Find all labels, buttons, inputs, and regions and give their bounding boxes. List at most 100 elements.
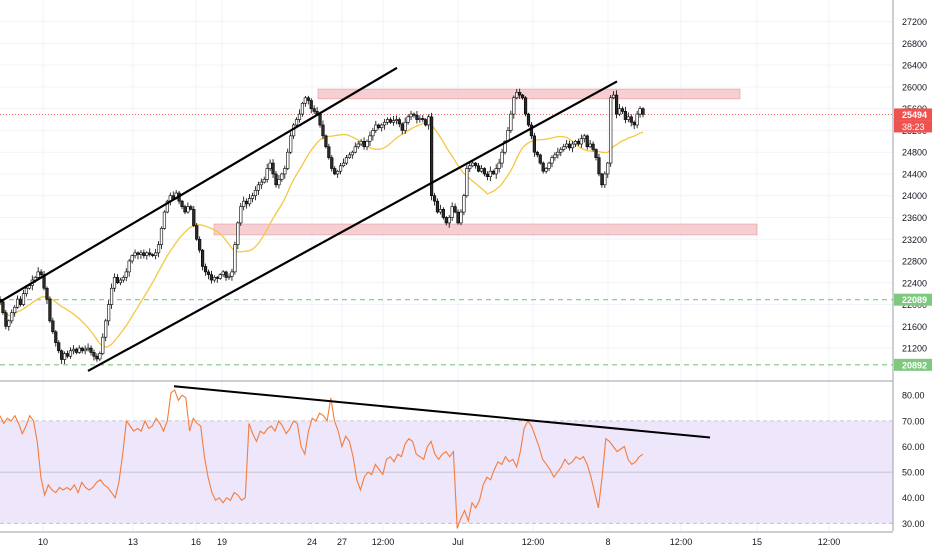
candle[interactable] bbox=[553, 152, 557, 161]
candle[interactable] bbox=[115, 274, 120, 284]
candle[interactable] bbox=[189, 204, 193, 211]
candle[interactable] bbox=[406, 114, 410, 125]
candle[interactable] bbox=[215, 275, 219, 283]
candle[interactable] bbox=[350, 150, 354, 159]
candle[interactable] bbox=[242, 196, 246, 211]
candle[interactable] bbox=[432, 192, 437, 206]
candle[interactable] bbox=[459, 209, 463, 226]
candle[interactable] bbox=[221, 270, 225, 277]
candle[interactable] bbox=[159, 226, 164, 249]
candle[interactable] bbox=[112, 273, 117, 292]
candle[interactable] bbox=[632, 120, 636, 130]
candle[interactable] bbox=[212, 275, 216, 283]
candle[interactable] bbox=[18, 296, 23, 307]
candle[interactable] bbox=[450, 202, 454, 221]
candle[interactable] bbox=[521, 93, 525, 100]
candle[interactable] bbox=[512, 95, 516, 119]
candle[interactable] bbox=[532, 132, 536, 157]
candle[interactable] bbox=[36, 267, 40, 280]
candle[interactable] bbox=[394, 115, 398, 125]
candle[interactable] bbox=[336, 169, 340, 178]
candle[interactable] bbox=[136, 251, 140, 260]
candle[interactable] bbox=[435, 198, 440, 214]
candle[interactable] bbox=[438, 204, 443, 215]
candle[interactable] bbox=[620, 106, 625, 114]
candle[interactable] bbox=[71, 345, 76, 355]
candle[interactable] bbox=[368, 131, 372, 147]
candle[interactable] bbox=[1, 300, 5, 315]
candle[interactable] bbox=[550, 155, 554, 168]
candle[interactable] bbox=[500, 148, 504, 168]
candle[interactable] bbox=[430, 112, 434, 201]
candle[interactable] bbox=[371, 127, 375, 141]
candle[interactable] bbox=[239, 202, 243, 226]
candle[interactable] bbox=[195, 223, 199, 241]
candle[interactable] bbox=[109, 283, 114, 309]
candle[interactable] bbox=[77, 345, 81, 354]
candle[interactable] bbox=[92, 349, 96, 361]
candle[interactable] bbox=[365, 139, 369, 151]
candle[interactable] bbox=[374, 120, 378, 134]
candle[interactable] bbox=[142, 249, 146, 259]
candle[interactable] bbox=[80, 346, 84, 354]
candle[interactable] bbox=[16, 295, 20, 309]
candle[interactable] bbox=[409, 110, 413, 121]
candle[interactable] bbox=[538, 153, 542, 165]
candle[interactable] bbox=[482, 167, 487, 177]
candle[interactable] bbox=[324, 134, 328, 149]
candle[interactable] bbox=[629, 114, 633, 127]
candle[interactable] bbox=[124, 268, 128, 282]
candle[interactable] bbox=[21, 290, 26, 307]
candle[interactable] bbox=[597, 153, 601, 177]
candle[interactable] bbox=[474, 161, 478, 169]
candle[interactable] bbox=[380, 123, 384, 132]
candle[interactable] bbox=[186, 202, 190, 214]
candle[interactable] bbox=[127, 258, 131, 277]
candle[interactable] bbox=[585, 134, 589, 150]
candle[interactable] bbox=[377, 123, 381, 130]
candle[interactable] bbox=[224, 270, 228, 281]
candle[interactable] bbox=[83, 345, 87, 355]
candle[interactable] bbox=[544, 166, 548, 174]
candle[interactable] bbox=[268, 159, 272, 172]
candle[interactable] bbox=[306, 95, 310, 105]
candle[interactable] bbox=[247, 193, 252, 207]
channel-lines[interactable] bbox=[0, 66, 618, 372]
candle[interactable] bbox=[565, 139, 569, 149]
candle[interactable] bbox=[388, 117, 393, 124]
rsi-trend-line[interactable] bbox=[173, 385, 711, 439]
candle[interactable] bbox=[444, 216, 448, 226]
candle[interactable] bbox=[118, 277, 122, 286]
candle[interactable] bbox=[60, 349, 64, 365]
candles[interactable] bbox=[0, 88, 645, 365]
candle[interactable] bbox=[4, 309, 8, 330]
candle[interactable] bbox=[297, 109, 302, 123]
candle[interactable] bbox=[573, 139, 578, 148]
candle[interactable] bbox=[233, 241, 237, 275]
candle[interactable] bbox=[200, 249, 205, 271]
candle[interactable] bbox=[635, 110, 639, 129]
candle[interactable] bbox=[535, 150, 539, 158]
candle[interactable] bbox=[403, 117, 407, 134]
price-label[interactable]: 25494 38:23 bbox=[894, 108, 932, 133]
resistance-zone[interactable] bbox=[317, 88, 741, 100]
candle[interactable] bbox=[385, 117, 390, 125]
candle[interactable] bbox=[341, 158, 346, 168]
candle[interactable] bbox=[198, 236, 202, 253]
candle[interactable] bbox=[441, 207, 445, 220]
candle[interactable] bbox=[497, 158, 501, 173]
candle[interactable] bbox=[62, 351, 67, 364]
candle[interactable] bbox=[462, 193, 466, 216]
candle[interactable] bbox=[529, 122, 534, 139]
candle[interactable] bbox=[121, 275, 125, 283]
candle[interactable] bbox=[104, 318, 108, 342]
candle[interactable] bbox=[600, 172, 604, 188]
candle[interactable] bbox=[227, 273, 231, 280]
candle[interactable] bbox=[13, 305, 17, 317]
candle[interactable] bbox=[327, 143, 331, 160]
candle[interactable] bbox=[48, 296, 52, 323]
candle[interactable] bbox=[283, 165, 287, 179]
candle[interactable] bbox=[491, 169, 495, 176]
candle[interactable] bbox=[51, 317, 55, 335]
